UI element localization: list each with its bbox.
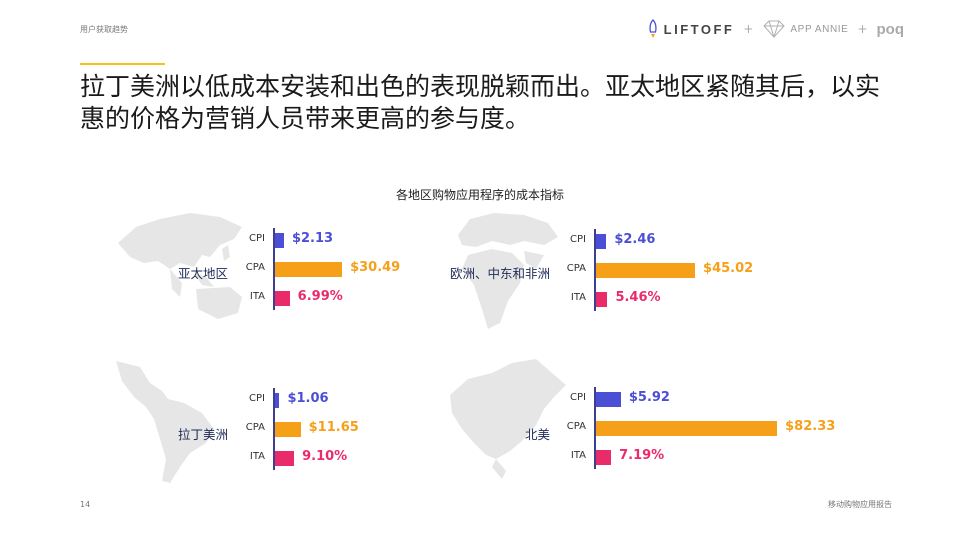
north-america-map xyxy=(450,359,566,479)
emea-cpa-label: CPA xyxy=(566,263,586,274)
latam-ita-value: 9.10% xyxy=(302,449,348,464)
latam-cpi-value: $1.06 xyxy=(287,391,329,406)
emea-region-label: 欧洲、中东和非洲 xyxy=(449,266,550,281)
partner-logos: LIFTOFF + APP ANNIE + poq xyxy=(647,16,904,42)
latin-america-map xyxy=(116,361,214,483)
latam-cpi-label: CPI xyxy=(249,393,265,404)
apac-cpa-bar xyxy=(275,261,343,277)
poq-logo: poq xyxy=(876,20,905,38)
plus-sign: + xyxy=(743,22,754,36)
apac-region-label: 亚太地区 xyxy=(177,266,228,281)
apac-ita-label: ITA xyxy=(249,291,265,302)
footer-report-title: 移动购物应用报告 xyxy=(828,500,892,509)
north-america-axis-line xyxy=(594,387,596,469)
emea-cpi-bar xyxy=(596,233,607,249)
latam-ita-bar xyxy=(275,450,295,466)
rocket-icon xyxy=(649,19,657,38)
north-america-ita-label: ITA xyxy=(570,450,586,461)
latam-cpa-value: $11.65 xyxy=(308,420,359,435)
emea-cpa-value: $45.02 xyxy=(703,261,754,276)
emea-ita-value: 5.46% xyxy=(615,290,661,305)
chart-title: 各地区购物应用程序的成本指标 xyxy=(395,188,564,202)
emea-cpi-value: $2.46 xyxy=(614,232,656,247)
emea-cpa-bar xyxy=(596,262,696,278)
north-america-ita-bar xyxy=(596,449,612,465)
emea-cpi-label: CPI xyxy=(570,234,586,245)
diamond-icon xyxy=(763,20,786,39)
emea-map xyxy=(458,213,558,329)
accent-line xyxy=(80,63,165,65)
north-america-cpa-label: CPA xyxy=(566,421,586,432)
north-america-cpi-bar xyxy=(596,391,621,407)
latam-cpi-bar xyxy=(275,392,280,408)
apac-cpi-bar xyxy=(275,232,284,248)
apac-ita-bar xyxy=(275,290,290,306)
asia-pacific-map xyxy=(118,213,242,319)
emea-axis-line xyxy=(594,229,596,311)
page-headline: 拉丁美洲以低成本安装和出色的表现脱颖而出。亚太地区紧随其后，以实惠的价格为营销人… xyxy=(80,72,881,133)
emea-ita-bar xyxy=(596,291,608,307)
app-annie-logo: APP ANNIE xyxy=(762,19,848,39)
latam-ita-label: ITA xyxy=(249,451,265,462)
plus-sign-2: + xyxy=(857,22,868,36)
apac-cpa-value: $30.49 xyxy=(350,260,401,275)
apac-axis-line xyxy=(273,228,275,310)
north-america-ita-value: 7.19% xyxy=(619,448,665,463)
north-america-cpi-value: $5.92 xyxy=(628,390,670,405)
latam-region-label: 拉丁美洲 xyxy=(177,427,228,442)
latam-cpa-label: CPA xyxy=(245,422,265,433)
apac-cpa-label: CPA xyxy=(245,262,265,273)
latam-axis-line xyxy=(273,388,275,470)
liftoff-wordmark: LIFTOFF xyxy=(663,21,735,37)
section-label: 用户获取趋势 xyxy=(80,25,128,34)
apac-cpi-value: $2.13 xyxy=(291,231,334,246)
north-america-region-label: 北美 xyxy=(524,427,550,442)
apac-cpi-label: CPI xyxy=(249,233,265,244)
north-america-cpa-bar xyxy=(596,420,778,436)
apac-ita-value: 6.99% xyxy=(297,289,343,304)
page-number: 14 xyxy=(80,500,91,509)
emea-ita-label: ITA xyxy=(570,292,586,303)
liftoff-logo: LIFTOFF xyxy=(647,19,735,39)
app-annie-wordmark: APP ANNIE xyxy=(790,23,849,35)
latam-cpa-bar xyxy=(275,421,301,437)
north-america-cpa-value: $82.33 xyxy=(785,419,836,434)
north-america-cpi-label: CPI xyxy=(570,392,586,403)
